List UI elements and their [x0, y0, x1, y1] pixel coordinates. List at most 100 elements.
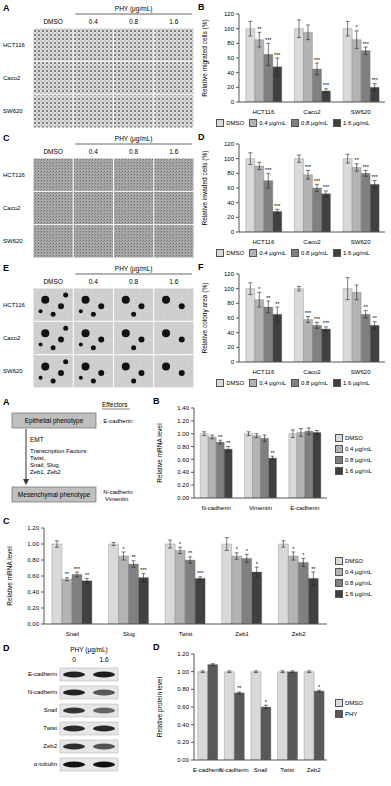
svg-text:**: ** — [364, 304, 369, 310]
svg-text:80: 80 — [227, 300, 234, 306]
svg-text:1.6: 1.6 — [169, 148, 178, 155]
svg-text:120: 120 — [224, 11, 235, 17]
svg-text:D: D — [8, 643, 10, 653]
svg-text:***: *** — [305, 310, 312, 316]
svg-text:Twist: Twist — [179, 631, 193, 637]
svg-text:**: ** — [188, 550, 193, 556]
svg-text:0.60: 0.60 — [177, 457, 189, 463]
svg-text:1.00: 1.00 — [177, 669, 189, 675]
svg-text:***: *** — [362, 164, 369, 170]
svg-text:DMSO: DMSO — [43, 148, 63, 155]
svg-text:0.00: 0.00 — [177, 757, 189, 763]
svg-text:**: ** — [218, 434, 223, 440]
svg-text:PHY (μg/mL): PHY (μg/mL) — [70, 646, 108, 654]
svg-text:0.60: 0.60 — [177, 704, 189, 710]
svg-text:40: 40 — [227, 70, 234, 76]
svg-text:*: * — [246, 548, 249, 554]
svg-text:0: 0 — [72, 656, 76, 663]
svg-text:PHY (μg/mL): PHY (μg/mL) — [115, 5, 153, 13]
svg-text:*: * — [179, 541, 182, 547]
svg-text:Twist: Twist — [43, 725, 57, 731]
svg-text:: E-cadherin: : E-cadherin — [100, 418, 132, 424]
svg-text:**: ** — [355, 157, 360, 163]
svg-text:HCT116: HCT116 — [252, 109, 275, 115]
svg-text:60: 60 — [227, 185, 234, 191]
svg-text:**: ** — [85, 572, 90, 578]
svg-text:0: 0 — [231, 229, 235, 235]
svg-text:60: 60 — [227, 315, 234, 321]
svg-text:HCT116: HCT116 — [8, 42, 26, 48]
svg-text:*: * — [292, 546, 295, 552]
svg-text:HCT116: HCT116 — [8, 302, 26, 308]
svg-text:20: 20 — [227, 214, 234, 220]
svg-text:0.00: 0.00 — [27, 621, 39, 627]
svg-text:Mesenchymal phenotype: Mesenchymal phenotype — [18, 491, 91, 499]
svg-text:E-cadherin: E-cadherin — [28, 671, 57, 677]
svg-text:Slug: Slug — [123, 631, 135, 637]
svg-text:***: *** — [314, 178, 321, 184]
svg-text:0.8: 0.8 — [129, 148, 138, 155]
svg-text:***: *** — [305, 164, 312, 170]
svg-text:0.8: 0.8 — [129, 18, 138, 25]
svg-text:20: 20 — [227, 344, 234, 350]
svg-text:Zeb2: Zeb2 — [43, 743, 57, 749]
svg-text:***: *** — [371, 77, 378, 83]
svg-text:120: 120 — [224, 271, 235, 277]
svg-text:***: *** — [265, 167, 272, 173]
svg-text:Vimentin: Vimentin — [249, 505, 272, 511]
svg-text:0.60: 0.60 — [27, 573, 39, 579]
svg-text:Caco2: Caco2 — [303, 109, 321, 115]
svg-text:Zeb2: Zeb2 — [307, 767, 321, 773]
svg-text:1.6: 1.6 — [169, 278, 178, 285]
svg-text:DMSO: DMSO — [43, 278, 63, 285]
svg-text:C: C — [8, 133, 10, 143]
svg-text:**: ** — [275, 301, 280, 307]
svg-text:100: 100 — [224, 156, 235, 162]
svg-text:Twist,: Twist, — [30, 455, 46, 461]
svg-text:Relative mRNA level: Relative mRNA level — [156, 423, 163, 483]
svg-text:***: *** — [140, 567, 147, 573]
svg-text:Snail: Snail — [254, 767, 267, 773]
svg-text:0.4: 0.4 — [89, 278, 98, 285]
svg-text:SW620: SW620 — [8, 108, 23, 114]
svg-text:N-cadherin: N-cadherin — [201, 505, 230, 511]
svg-text:*: * — [256, 561, 259, 567]
svg-text:40: 40 — [227, 330, 234, 336]
svg-text:**: ** — [257, 26, 262, 32]
svg-text:*: * — [302, 552, 305, 558]
svg-text:0.40: 0.40 — [177, 722, 189, 728]
svg-text:Relative colony area (%): Relative colony area (%) — [201, 283, 209, 354]
svg-text:0.80: 0.80 — [177, 444, 189, 450]
svg-text:Zeb1: Zeb1 — [235, 631, 249, 637]
svg-text:***: *** — [362, 41, 369, 47]
svg-text:E: E — [8, 263, 9, 273]
svg-text:Relative mRNA level: Relative mRNA level — [8, 546, 13, 606]
svg-text:Relative migrated cells (%): Relative migrated cells (%) — [201, 19, 209, 96]
svg-text:1.00: 1.00 — [27, 541, 39, 547]
svg-text:***: *** — [323, 82, 330, 88]
svg-text:**: ** — [65, 571, 70, 577]
svg-text:***: *** — [74, 566, 81, 572]
svg-text:**: ** — [131, 554, 136, 560]
svg-text:**: ** — [266, 295, 271, 301]
svg-text:1.20: 1.20 — [177, 418, 189, 424]
svg-text:***: *** — [323, 320, 330, 326]
svg-text:**: ** — [226, 440, 231, 446]
svg-text:20: 20 — [227, 84, 234, 90]
svg-text:Effectors: Effectors — [102, 401, 128, 408]
svg-text:80: 80 — [227, 170, 234, 176]
svg-text:A: A — [8, 397, 10, 407]
svg-text:HCT116: HCT116 — [252, 239, 275, 245]
svg-text:0.4: 0.4 — [89, 148, 98, 155]
svg-text:*: * — [258, 286, 261, 292]
svg-text:Relative protein level: Relative protein level — [156, 676, 164, 737]
svg-text:Vimentin: Vimentin — [105, 496, 128, 502]
svg-text:Transcription Factors:: Transcription Factors: — [30, 448, 88, 454]
svg-text:0.80: 0.80 — [27, 557, 39, 563]
svg-text:Caco2: Caco2 — [8, 335, 21, 341]
svg-text:**: ** — [237, 685, 242, 691]
svg-text:60: 60 — [227, 55, 234, 61]
svg-text:*: * — [318, 684, 321, 690]
svg-text:***: *** — [274, 203, 281, 209]
svg-text:0.20: 0.20 — [177, 739, 189, 745]
